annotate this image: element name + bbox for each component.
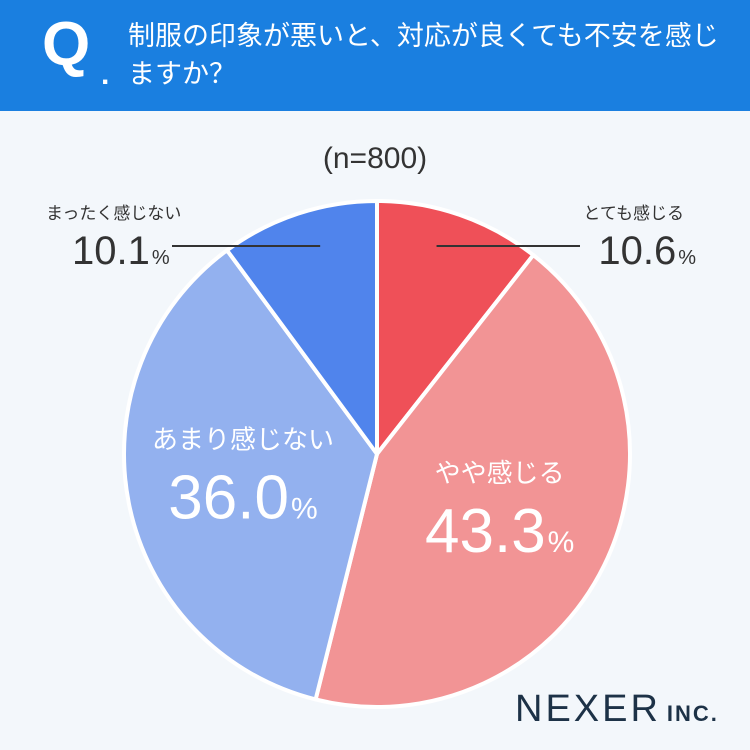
slice-value-1: 43.3% [425,497,574,566]
question-text: 制服の印象が悪いと、対応が良くても不安を感じますか？ [128,21,719,90]
brand-name: NEXER [515,688,661,730]
slice-value-1-number: 43.3 [425,497,546,566]
brand-suffix: INC. [666,701,719,726]
slice-label-0: とても感じる [583,204,684,224]
slice-label-2: あまり感じない [152,425,334,455]
question-header: Q . 制服の印象が悪いと、対応が良くても不安を感じますか？ [0,0,750,111]
slice-value-0: 10.6% [598,229,696,273]
slice-value-0-number: 10.6 [598,229,676,273]
slice-value-3-unit: % [152,247,170,269]
pie-slice-0 [375,199,536,456]
slice-label-1: やや感じる [435,459,565,489]
slice-value-2-unit: % [291,492,318,525]
pie-slice-3 [225,199,379,456]
slice-value-3-number: 10.1 [72,229,150,273]
brand-logo: NEXER INC. [515,690,719,728]
sample-size: (n=800) [322,142,428,175]
q-dot: . [101,58,110,91]
slice-label-3: まったく感じない [46,204,181,224]
slice-value-1-unit: % [548,526,575,559]
slice-value-2-number: 36.0 [168,463,289,532]
pie-slice-2 [122,248,379,702]
q-letter: Q [42,10,91,79]
slice-value-2: 36.0% [168,463,317,532]
slice-value-0-unit: % [678,247,696,269]
slice-value-3: 10.1% [72,229,170,273]
pie-slice-1 [313,253,632,709]
